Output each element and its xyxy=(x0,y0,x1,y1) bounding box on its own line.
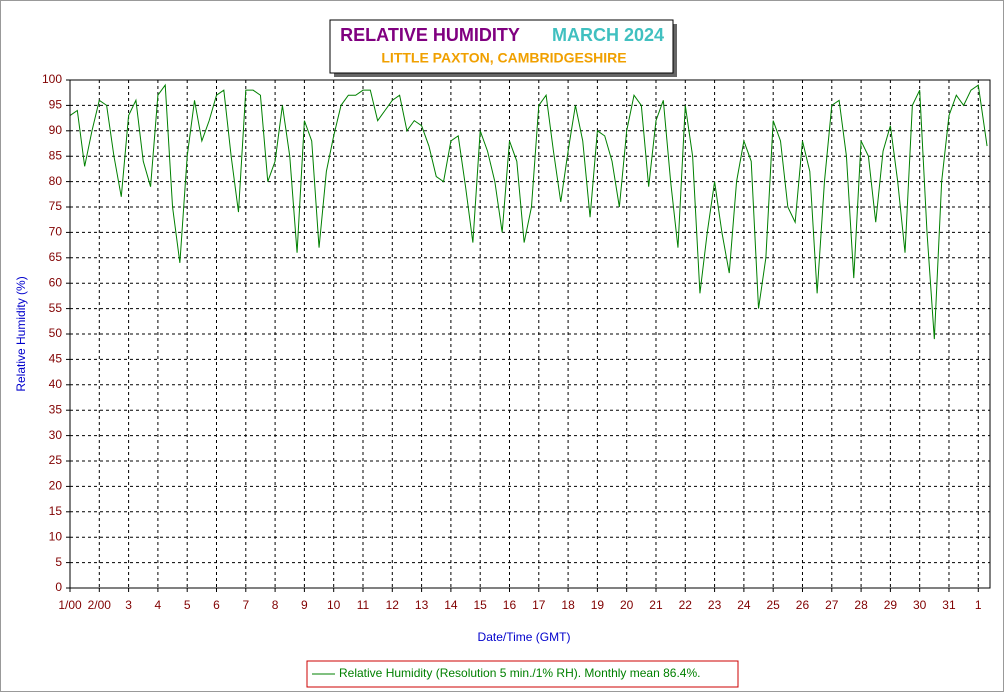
x-tick-label: 12 xyxy=(386,598,400,612)
x-tick-label: 30 xyxy=(913,598,927,612)
legend-label: Relative Humidity (Resolution 5 min./1% … xyxy=(339,666,700,680)
plot-area xyxy=(70,80,990,588)
x-tick-label: 27 xyxy=(825,598,839,612)
y-axis-label: Relative Humidity (%) xyxy=(14,276,28,391)
line-series xyxy=(69,83,988,340)
x-tick-label: 18 xyxy=(561,598,575,612)
x-tick-label: 11 xyxy=(357,598,370,612)
x-tick-label: 5 xyxy=(184,598,191,612)
x-tick-label: 31 xyxy=(942,598,956,612)
x-tick-label: 26 xyxy=(796,598,810,612)
x-tick-label: 19 xyxy=(591,598,605,612)
y-tick-label: 55 xyxy=(49,301,63,315)
y-tick-label: 30 xyxy=(49,428,63,442)
y-tick-label: 20 xyxy=(49,479,63,493)
chart-title: RELATIVE HUMIDITY xyxy=(340,25,520,45)
y-tick-label: 75 xyxy=(49,199,63,213)
x-tick-label: 7 xyxy=(242,598,249,612)
y-tick-label: 40 xyxy=(49,377,63,391)
x-tick-label: 29 xyxy=(884,598,898,612)
y-tick-label: 65 xyxy=(49,250,63,264)
x-tick-label: 22 xyxy=(679,598,693,612)
y-tick-label: 5 xyxy=(55,555,62,569)
legend-box xyxy=(306,660,739,688)
y-tick-label: 70 xyxy=(49,225,63,239)
x-tick-label: 23 xyxy=(708,598,722,612)
x-tick-label: 4 xyxy=(155,598,162,612)
x-tick-label: 8 xyxy=(272,598,279,612)
chart-title-right: MARCH 2024 xyxy=(552,25,664,45)
y-tick-label: 80 xyxy=(49,174,63,188)
x-tick-label: 21 xyxy=(649,598,663,612)
x-tick-label: 20 xyxy=(620,598,634,612)
y-tick-label: 15 xyxy=(49,504,63,518)
y-tick-label: 100 xyxy=(42,72,62,86)
y-tick-label: 85 xyxy=(49,148,63,162)
y-tick-label: 60 xyxy=(49,275,63,289)
x-tick-label: 9 xyxy=(301,598,308,612)
chart-subtitle: LITTLE PAXTON, CAMBRIDGESHIRE xyxy=(381,50,626,66)
x-tick-label: 2/00 xyxy=(88,598,112,612)
x-tick-label: 25 xyxy=(767,598,781,612)
plot-border xyxy=(69,79,991,589)
x-tick-label: 24 xyxy=(737,598,751,612)
x-tick-label: 10 xyxy=(327,598,341,612)
y-tick-label: 35 xyxy=(49,402,63,416)
y-tick-label: 10 xyxy=(49,529,63,543)
y-tick-label: 0 xyxy=(55,580,62,594)
y-tick-label: 50 xyxy=(49,326,63,340)
x-tick-label: 1 xyxy=(975,598,982,612)
y-tick-label: 45 xyxy=(49,352,63,366)
y-tick-label: 90 xyxy=(49,123,63,137)
x-tick-label: 17 xyxy=(532,598,546,612)
x-axis-label: Date/Time (GMT) xyxy=(478,630,571,644)
x-tick-label: 13 xyxy=(415,598,429,612)
title-box xyxy=(329,19,674,74)
x-tick-label: 6 xyxy=(213,598,220,612)
x-tick-label: 14 xyxy=(444,598,458,612)
y-tick-label: 95 xyxy=(49,98,63,112)
x-tick-label: 1/00 xyxy=(58,598,82,612)
x-tick-label: 28 xyxy=(854,598,868,612)
x-tick-label: 15 xyxy=(474,598,488,612)
x-tick-label: 16 xyxy=(503,598,517,612)
x-tick-label: 3 xyxy=(125,598,132,612)
y-tick-label: 25 xyxy=(49,453,63,467)
